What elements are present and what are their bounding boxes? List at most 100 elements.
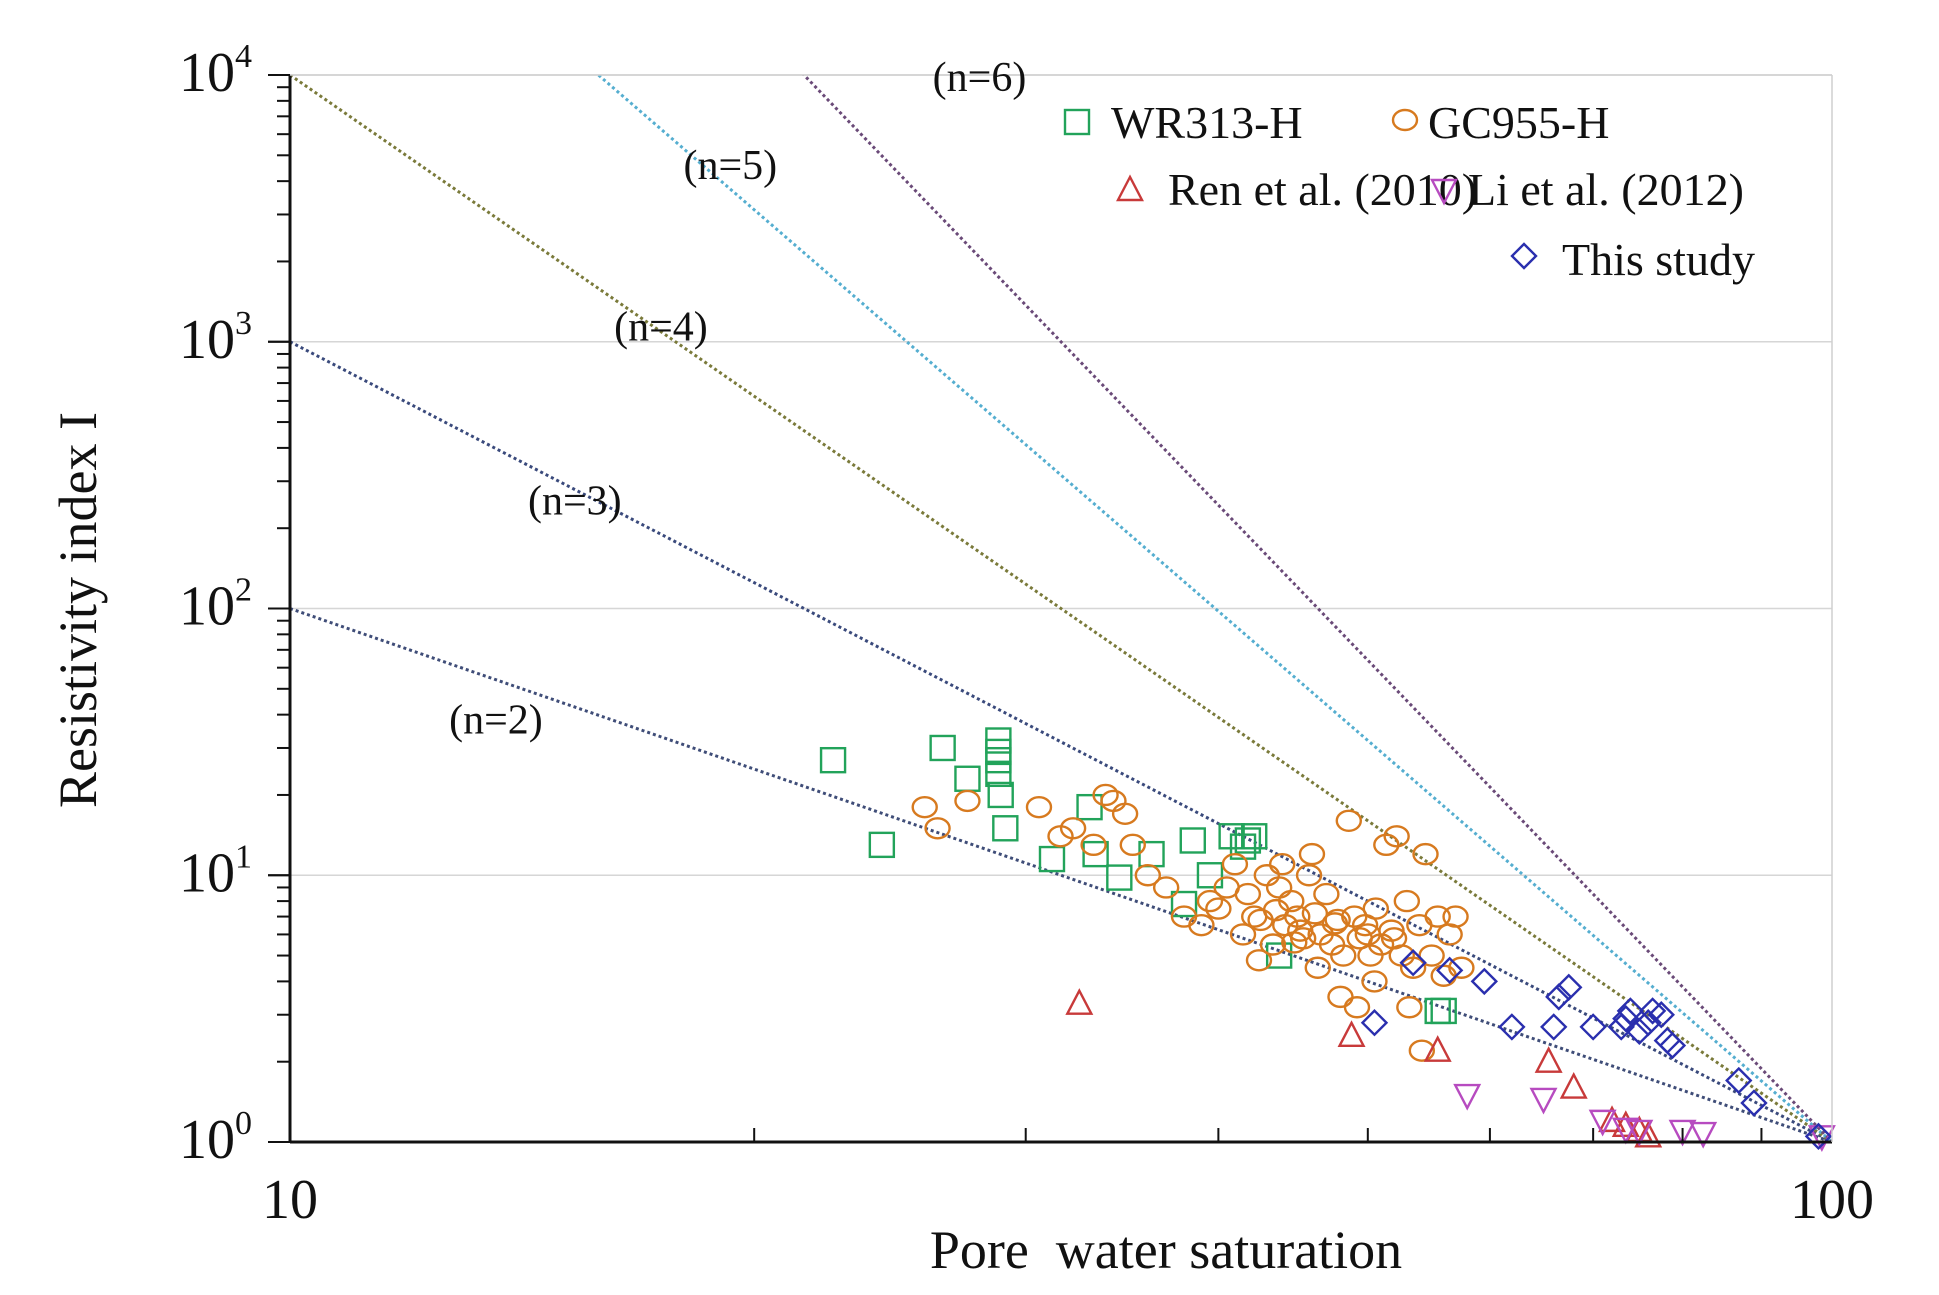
data-point [1540, 1013, 1568, 1041]
reference-lines [290, 75, 1832, 1142]
y-tick-label: 104 [179, 38, 252, 104]
data-point [1234, 882, 1262, 906]
data-points [819, 727, 1836, 1152]
data-point [1393, 889, 1421, 913]
data-point [1579, 1013, 1607, 1041]
data-point [1740, 1089, 1768, 1117]
n-label: (n=3) [528, 479, 622, 525]
data-point [1423, 1035, 1452, 1062]
reference-line [290, 75, 1832, 1142]
data-point [1559, 1071, 1588, 1099]
data-point [1343, 996, 1371, 1019]
data-point [1396, 996, 1423, 1019]
y-tick-label: 100 [179, 1105, 252, 1171]
data-point [1324, 908, 1351, 932]
data-point [1616, 997, 1645, 1025]
data-point [1304, 956, 1331, 979]
data-point [1152, 876, 1180, 899]
reference-line [801, 75, 1832, 1142]
y-tick-exponent: 3 [235, 305, 252, 342]
data-point [1555, 973, 1583, 1002]
legend-marker [1510, 242, 1538, 270]
y-tick-exponent: 4 [235, 38, 252, 75]
data-point [1025, 795, 1053, 819]
data-point [1638, 997, 1667, 1025]
n-label: (n=4) [614, 305, 708, 351]
data-point [1259, 933, 1287, 956]
data-point [1262, 898, 1290, 922]
data-point [1406, 913, 1433, 937]
data-point [1298, 842, 1326, 866]
n-label: (n=2) [449, 697, 543, 743]
data-point [1205, 897, 1232, 920]
data-point [1321, 912, 1349, 935]
x-axis-label: Pore water saturation [930, 1220, 1402, 1280]
data-point [1265, 942, 1293, 969]
data-point [1330, 944, 1357, 967]
data-point [1362, 897, 1390, 920]
x-tick-label: 100 [1790, 1169, 1874, 1231]
data-point [1498, 1013, 1526, 1041]
data-point [1196, 889, 1224, 913]
data-point [1383, 825, 1410, 848]
reference-line [596, 75, 1832, 1142]
data-point [1612, 1004, 1640, 1033]
data-point [1337, 1020, 1366, 1048]
data-point [1373, 833, 1400, 857]
data-point [1634, 1120, 1663, 1148]
n-label: (n=5) [683, 143, 777, 189]
data-point [1119, 833, 1146, 857]
y-tick-label: 103 [179, 305, 252, 371]
data-point [1545, 983, 1573, 1011]
data-point [1335, 809, 1362, 833]
data-point [1647, 1001, 1676, 1029]
data-point [1611, 1110, 1640, 1138]
data-point [1354, 923, 1382, 946]
data-point [1241, 823, 1268, 850]
y-axis-label: Resistivity index I [48, 412, 108, 808]
data-point [1399, 956, 1427, 979]
data-point [1134, 864, 1162, 887]
data-point [1281, 931, 1308, 954]
reference-line [290, 340, 1832, 1142]
data-point [1092, 783, 1119, 807]
data-point [1435, 956, 1464, 985]
data-point [1424, 997, 1451, 1025]
data-point [929, 734, 956, 762]
legend-label: Ren et al. (2010) [1168, 164, 1477, 215]
data-point [1229, 923, 1257, 946]
data-point [1269, 853, 1296, 876]
data-point [1082, 840, 1109, 868]
data-point [1188, 913, 1215, 937]
data-point [1725, 1066, 1753, 1095]
data-point [1380, 927, 1408, 950]
data-point [1080, 833, 1107, 857]
data-point [1170, 890, 1198, 918]
data-point [1361, 970, 1388, 993]
data-point [1448, 956, 1475, 979]
data-point [1534, 1046, 1563, 1073]
legend-label: GC955-H [1428, 97, 1609, 148]
data-point [1408, 1039, 1436, 1062]
data-point [1588, 1109, 1617, 1137]
data-point [1658, 1031, 1687, 1060]
data-point [1804, 1122, 1833, 1151]
data-point [1059, 817, 1087, 840]
data-point [1430, 997, 1457, 1025]
data-point [1106, 864, 1133, 891]
legend-label: This study [1562, 234, 1755, 285]
data-point [1196, 862, 1224, 889]
n-label: (n=6) [933, 55, 1027, 101]
data-point [819, 746, 847, 774]
data-point [1470, 967, 1499, 996]
data-point [1234, 827, 1262, 854]
data-point [868, 831, 896, 859]
data-point [992, 815, 1019, 842]
data-point [924, 817, 951, 840]
data-point [1327, 985, 1354, 1009]
data-point [985, 746, 1012, 774]
y-tick-exponent: 0 [235, 1105, 252, 1142]
data-point [1221, 853, 1249, 876]
data-point [1418, 944, 1445, 967]
data-point [1065, 988, 1094, 1015]
